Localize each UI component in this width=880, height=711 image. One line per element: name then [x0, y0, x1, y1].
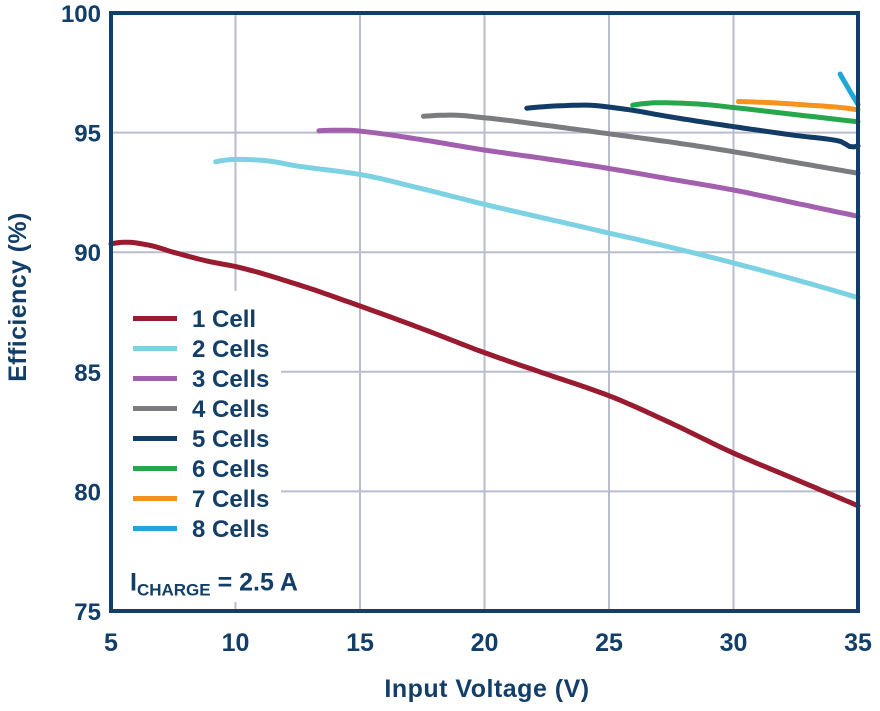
svg-text:100: 100: [61, 1, 101, 28]
svg-text:25: 25: [595, 629, 623, 657]
svg-text:8 Cells: 8 Cells: [192, 516, 269, 543]
svg-text:15: 15: [346, 629, 374, 657]
svg-text:80: 80: [74, 479, 101, 506]
svg-text:10: 10: [222, 629, 250, 657]
svg-text:5: 5: [104, 629, 118, 657]
svg-text:6 Cells: 6 Cells: [192, 456, 269, 483]
svg-text:85: 85: [74, 360, 101, 387]
svg-text:4 Cells: 4 Cells: [192, 396, 269, 423]
svg-text:20: 20: [471, 629, 499, 657]
svg-text:90: 90: [74, 240, 101, 267]
svg-text:3 Cells: 3 Cells: [192, 366, 269, 393]
svg-text:Efficiency (%): Efficiency (%): [4, 212, 32, 382]
svg-text:2 Cells: 2 Cells: [192, 336, 269, 363]
svg-text:35: 35: [844, 629, 872, 657]
svg-text:5 Cells: 5 Cells: [192, 426, 269, 453]
svg-text:7 Cells: 7 Cells: [192, 486, 269, 513]
svg-text:30: 30: [720, 629, 748, 657]
svg-text:95: 95: [74, 121, 101, 148]
svg-text:1 Cell: 1 Cell: [192, 306, 256, 333]
svg-text:Input Voltage (V): Input Voltage (V): [384, 675, 589, 703]
svg-text:75: 75: [74, 599, 101, 626]
